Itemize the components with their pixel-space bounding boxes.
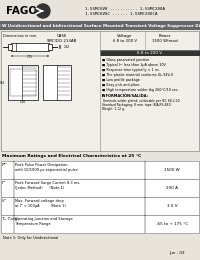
Text: 6.8 to 200 V: 6.8 to 200 V	[137, 51, 163, 55]
Text: Voltage: Voltage	[117, 34, 133, 38]
Text: Peak Pulse Power Dissipation: Peak Pulse Power Dissipation	[15, 163, 68, 167]
Text: ■ Response time typically < 1 ns: ■ Response time typically < 1 ns	[102, 68, 159, 72]
Text: 1500 W: 1500 W	[164, 168, 180, 172]
Bar	[1, 197, 199, 215]
Bar	[48, 44, 52, 50]
Text: Dimensions in mm.: Dimensions in mm.	[3, 34, 38, 38]
Text: Note 1: Only for Unidirectional: Note 1: Only for Unidirectional	[3, 236, 58, 240]
Bar	[11, 43, 49, 51]
Bar	[43, 65, 71, 100]
Text: 7.75: 7.75	[27, 55, 33, 59]
Bar	[1, 31, 199, 151]
Text: ■ Typical Iᴿᵀ less than 1μA above 10V: ■ Typical Iᴿᵀ less than 1μA above 10V	[102, 63, 166, 67]
Text: ■ The plastic material conforms UL-94V-0: ■ The plastic material conforms UL-94V-0	[102, 73, 173, 77]
Text: 5.28: 5.28	[20, 100, 26, 104]
Text: 1500 W Unidirectional and bidirectional Surface Mounted Transient Voltage Suppre: 1500 W Unidirectional and bidirectional …	[0, 23, 200, 28]
Text: Terminals solder plated, solderable per IEC 68-2-20: Terminals solder plated, solderable per …	[102, 99, 180, 103]
Bar	[1, 215, 199, 233]
Text: Max. Forward voltage drop: Max. Forward voltage drop	[15, 199, 64, 203]
Text: 1500 W(max): 1500 W(max)	[152, 39, 178, 43]
Text: 3.5 V: 3.5 V	[167, 204, 177, 208]
Text: 2.62: 2.62	[64, 45, 70, 49]
Bar	[8, 44, 12, 50]
Text: 200 A: 200 A	[166, 186, 178, 190]
Text: (Jedec Method)      (Note 1): (Jedec Method) (Note 1)	[15, 186, 64, 191]
Text: Power: Power	[159, 34, 171, 38]
Text: FAGOR: FAGOR	[6, 6, 45, 16]
Text: Peak Forward Surge Current 8.3 ms.: Peak Forward Surge Current 8.3 ms.	[15, 181, 80, 185]
Text: 1.5SMC6V8 ........... 1.5SMC200A: 1.5SMC6V8 ........... 1.5SMC200A	[85, 7, 165, 11]
Text: 6.8 to 200 V: 6.8 to 200 V	[113, 39, 137, 43]
Text: 1.5SMC6V8C ...... 1.5SMC200CA: 1.5SMC6V8C ...... 1.5SMC200CA	[85, 12, 158, 16]
Text: Iᴿᵀ: Iᴿᵀ	[2, 181, 7, 185]
Text: ■ High temperature solder tkg 260°C/10 sec.: ■ High temperature solder tkg 260°C/10 s…	[102, 88, 179, 92]
Bar	[10, 69, 36, 96]
Text: Operating Junction and Storage: Operating Junction and Storage	[15, 217, 73, 221]
Text: CASE
SMC/DO-214AB: CASE SMC/DO-214AB	[47, 34, 77, 43]
Text: Temperature Range: Temperature Range	[15, 223, 51, 226]
Bar	[100, 50, 200, 56]
Text: with 10/1000 μs exponential pulse: with 10/1000 μs exponential pulse	[15, 168, 78, 172]
Text: ■ Glass passivated junction: ■ Glass passivated junction	[102, 58, 149, 62]
Text: Jun - 03: Jun - 03	[169, 251, 185, 255]
Text: 3.94: 3.94	[0, 81, 5, 84]
Bar	[0, 21, 200, 30]
Text: ■ Low profile package: ■ Low profile package	[102, 78, 140, 82]
Text: Maximum Ratings and Electrical Characteristics at 25 °C: Maximum Ratings and Electrical Character…	[2, 154, 141, 158]
Text: INFORMACIÓN/SALIDA:: INFORMACIÓN/SALIDA:	[102, 94, 149, 98]
Bar	[1, 179, 199, 197]
Text: Pᴿᵀ: Pᴿᵀ	[2, 163, 8, 167]
Circle shape	[36, 4, 50, 18]
Text: ■ Easy pick and place: ■ Easy pick and place	[102, 83, 140, 87]
Text: Tⱼ, Tⱼstg: Tⱼ, Tⱼstg	[2, 217, 17, 221]
Bar	[8, 65, 38, 100]
Text: Weight: 1.12 g.: Weight: 1.12 g.	[102, 107, 125, 110]
Text: Standard Packaging: 8 mm. tape (EIA-RS-481): Standard Packaging: 8 mm. tape (EIA-RS-4…	[102, 103, 171, 107]
Text: Vᴹ: Vᴹ	[2, 199, 7, 203]
Text: -65 to + 175 °C: -65 to + 175 °C	[156, 222, 188, 226]
Bar	[1, 161, 199, 179]
Text: at Iᴿ = 100μA          (Note 1): at Iᴿ = 100μA (Note 1)	[15, 205, 66, 209]
